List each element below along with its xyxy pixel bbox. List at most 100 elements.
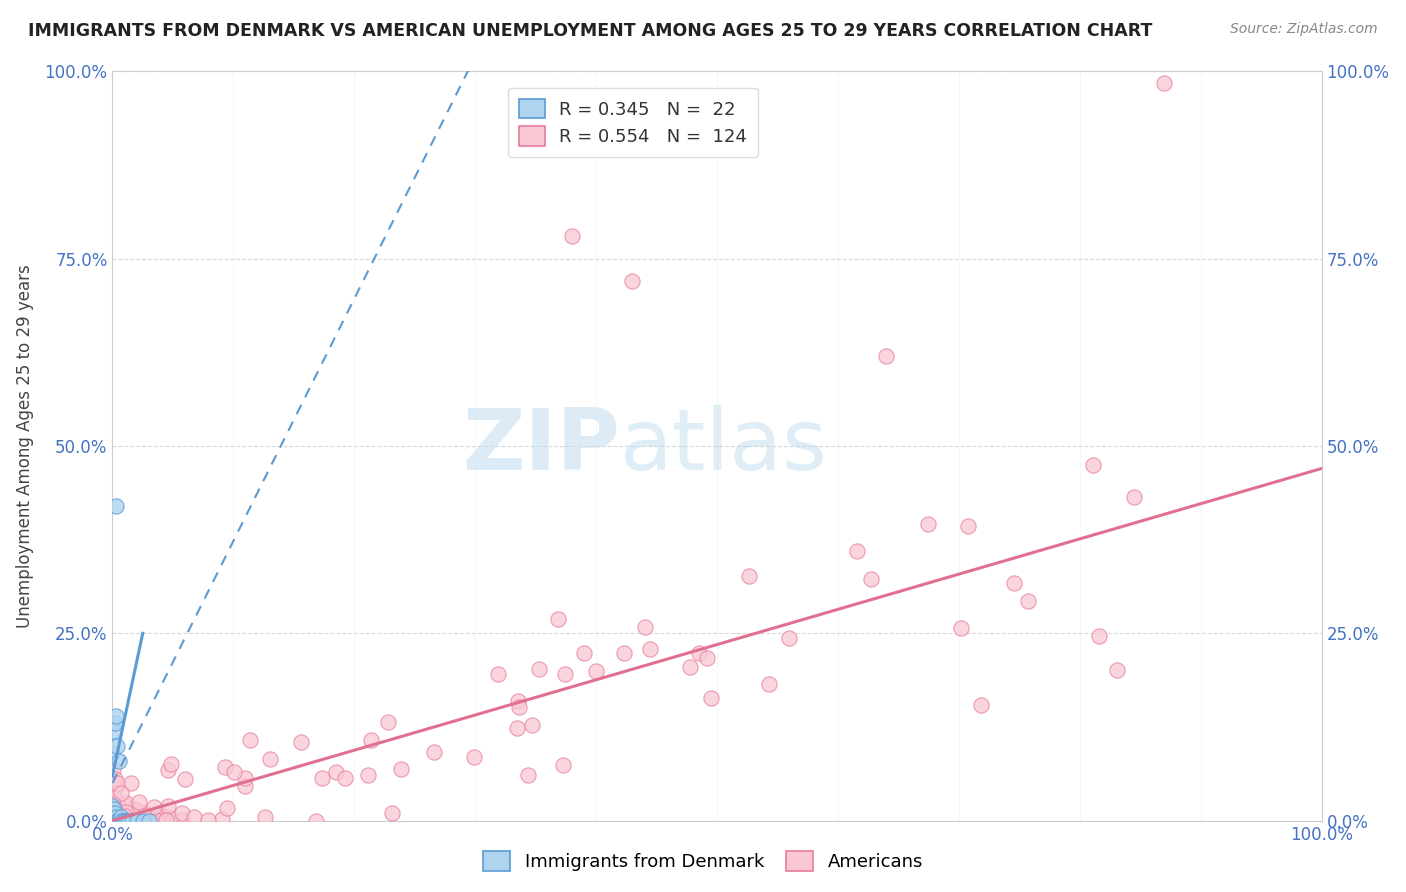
Point: [104, 780, 127, 794]
Point: [105, 814, 128, 828]
Point: [120, 776, 142, 790]
Point: [508, 699, 530, 714]
Point: [233, 771, 256, 785]
Point: [547, 612, 569, 626]
Point: [325, 765, 347, 780]
Text: IMMIGRANTS FROM DENMARK VS AMERICAN UNEMPLOYMENT AMONG AGES 25 TO 29 YEARS CORRE: IMMIGRANTS FROM DENMARK VS AMERICAN UNEM…: [28, 22, 1153, 40]
Point: [159, 811, 181, 825]
Point: [128, 795, 150, 809]
Point: [115, 811, 138, 825]
Point: [112, 813, 135, 827]
Point: [121, 814, 143, 828]
Point: [103, 809, 125, 823]
Point: [103, 801, 125, 815]
Point: [846, 544, 869, 558]
Point: [111, 812, 134, 826]
Point: [259, 752, 281, 766]
Point: [104, 814, 127, 828]
Point: [101, 798, 124, 813]
Point: [103, 723, 125, 738]
Point: [621, 274, 644, 288]
Point: [214, 760, 236, 774]
Point: [124, 806, 146, 821]
Point: [125, 814, 148, 828]
Point: [197, 814, 219, 828]
Point: [105, 776, 128, 790]
Point: [122, 802, 145, 816]
Point: [132, 814, 155, 828]
Point: [146, 814, 169, 828]
Point: [139, 811, 162, 825]
Point: [360, 732, 382, 747]
Point: [105, 739, 128, 753]
Point: [111, 814, 134, 828]
Legend: R = 0.345   N =  22, R = 0.554   N =  124: R = 0.345 N = 22, R = 0.554 N = 124: [509, 88, 758, 157]
Point: [114, 805, 136, 819]
Point: [110, 810, 132, 824]
Legend: Immigrants from Denmark, Americans: Immigrants from Denmark, Americans: [477, 844, 929, 879]
Point: [778, 632, 800, 646]
Point: [120, 814, 142, 828]
Point: [506, 722, 529, 736]
Point: [101, 806, 124, 821]
Point: [486, 666, 509, 681]
Point: [423, 745, 446, 759]
Text: ZIP: ZIP: [463, 404, 620, 488]
Point: [311, 771, 333, 785]
Point: [1088, 629, 1111, 643]
Point: [356, 768, 378, 782]
Point: [377, 714, 399, 729]
Point: [112, 814, 135, 828]
Point: [101, 746, 124, 760]
Point: [224, 765, 246, 780]
Point: [527, 662, 550, 676]
Point: [290, 734, 312, 748]
Point: [381, 806, 404, 821]
Point: [118, 814, 141, 828]
Point: [108, 810, 131, 824]
Point: [101, 811, 124, 825]
Point: [105, 811, 128, 825]
Point: [561, 229, 583, 244]
Point: [112, 798, 135, 813]
Point: [970, 698, 993, 712]
Point: [108, 814, 131, 828]
Point: [138, 814, 160, 828]
Y-axis label: Unemployment Among Ages 25 to 29 years: Unemployment Among Ages 25 to 29 years: [15, 264, 34, 628]
Point: [155, 814, 177, 828]
Point: [389, 762, 412, 776]
Point: [115, 814, 138, 828]
Point: [157, 799, 180, 814]
Point: [520, 718, 543, 732]
Point: [103, 803, 125, 817]
Point: [114, 809, 136, 823]
Point: [516, 768, 538, 782]
Point: [103, 813, 125, 827]
Point: [103, 814, 125, 828]
Point: [696, 651, 718, 665]
Point: [105, 499, 128, 513]
Point: [1017, 593, 1039, 607]
Point: [101, 812, 124, 826]
Point: [174, 772, 197, 786]
Point: [105, 810, 128, 824]
Point: [103, 807, 125, 822]
Point: [950, 621, 973, 635]
Point: [170, 806, 193, 821]
Point: [107, 799, 129, 814]
Point: [125, 803, 148, 817]
Point: [183, 810, 205, 824]
Point: [134, 805, 156, 820]
Point: [107, 814, 129, 828]
Point: [585, 665, 607, 679]
Point: [121, 814, 143, 828]
Point: [217, 801, 239, 815]
Point: [160, 757, 183, 772]
Point: [305, 814, 328, 828]
Point: [917, 516, 939, 531]
Point: [104, 814, 127, 828]
Point: [170, 813, 193, 827]
Point: [114, 811, 136, 825]
Point: [104, 806, 127, 821]
Point: [103, 802, 125, 816]
